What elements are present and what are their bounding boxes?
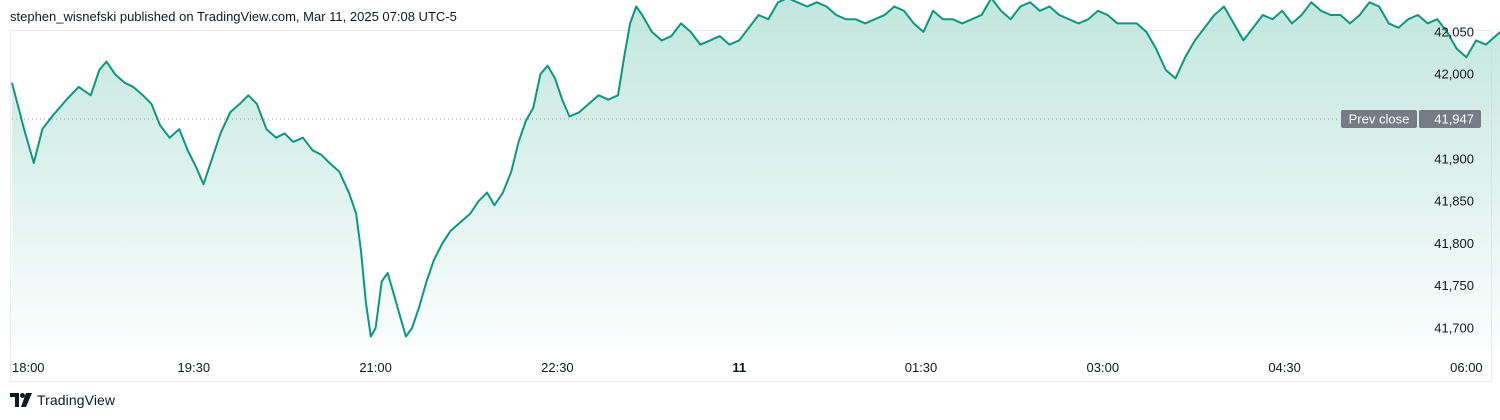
x-tick-label: 03:00 — [1087, 360, 1120, 375]
publisher-caption: stephen_wisnefski published on TradingVi… — [10, 9, 457, 24]
x-tick-label: 11 — [732, 360, 746, 375]
prev-close-badge: Prev close — [1341, 110, 1417, 129]
x-tick-label: 04:30 — [1268, 360, 1301, 375]
x-tick-label: 19:30 — [178, 360, 211, 375]
x-tick-label: 22:30 — [541, 360, 574, 375]
y-tick-label: 41,750 — [1434, 278, 1474, 293]
footer-brand: TradingView — [37, 392, 116, 408]
y-tick-label: 42,000 — [1434, 67, 1474, 82]
prev-close-label: Prev close — [1349, 112, 1410, 127]
y-tick-label: 41,850 — [1434, 194, 1474, 209]
prev-close-value: 41,947 — [1434, 112, 1474, 127]
price-line — [11, 0, 1500, 338]
y-tick-label: 42,050 — [1434, 24, 1474, 39]
x-tick-label: 21:00 — [359, 360, 392, 375]
x-tick-label: 01:30 — [905, 360, 938, 375]
x-tick-label: 18:00 — [12, 360, 45, 375]
footer: TradingView — [10, 392, 115, 408]
x-tick-label: 06:00 — [1450, 360, 1483, 375]
y-tick-label: 41,700 — [1434, 321, 1474, 336]
y-tick-label: 41,800 — [1434, 236, 1474, 251]
y-tick-label: 41,900 — [1434, 151, 1474, 166]
price-chart[interactable]: 41,700 41,750 41,800 41,850 41,900 42,000 42,0… — [0, 0, 1500, 390]
tradingview-logo-icon — [10, 393, 32, 407]
area-fill — [12, 0, 1500, 349]
prev-close-value-badge: 41,947 — [1419, 110, 1481, 129]
